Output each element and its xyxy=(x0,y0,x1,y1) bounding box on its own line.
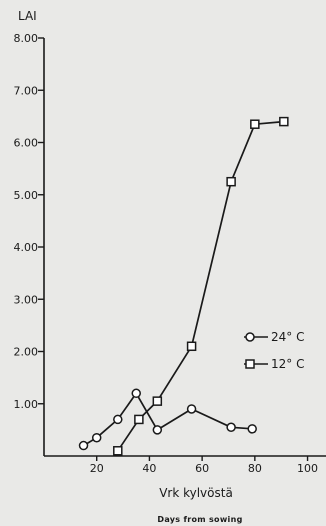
x-axis-title: Vrk kylvöstä xyxy=(159,486,233,500)
data-point-circle xyxy=(113,414,123,425)
x-tick-label: 60 xyxy=(195,462,209,475)
legend-marker-circle-icon xyxy=(245,332,255,342)
data-point-circle xyxy=(152,425,163,435)
legend-marker-square-icon xyxy=(245,359,255,369)
y-tick-label: 5.00 xyxy=(14,189,39,202)
y-tick-label: 4.00 xyxy=(14,241,39,254)
x-tick-label: 20 xyxy=(90,462,104,475)
data-point-circle xyxy=(78,440,89,451)
legend-label-24c: 24° C xyxy=(271,330,304,344)
x-axis-subtitle: Days from sowing xyxy=(157,515,242,524)
data-point-circle xyxy=(247,424,257,434)
legend-item-12c: 12° C xyxy=(244,357,304,371)
x-ticks: 20 40 60 80 100 xyxy=(90,456,318,475)
series-line-0 xyxy=(83,392,253,447)
legend-label-12c: 12° C xyxy=(271,357,304,371)
x-tick-label: 80 xyxy=(248,462,262,475)
y-tick-label: 8.00 xyxy=(14,32,39,45)
legend: 24° C 12° C xyxy=(244,330,304,371)
y-axis-title: LAI xyxy=(18,9,37,23)
data-point-square xyxy=(279,116,289,127)
x-tick-label: 100 xyxy=(297,462,318,475)
y-tick-label: 6.00 xyxy=(14,137,39,150)
data-point-circle xyxy=(186,404,197,414)
x-tick-label: 40 xyxy=(142,462,156,475)
data-point-circle xyxy=(131,388,141,399)
y-ticks: 1.00 2.00 3.00 4.00 5.00 6.00 7.00 8.00 xyxy=(14,32,44,411)
data-point-square xyxy=(134,414,144,425)
data-point-square xyxy=(152,396,163,406)
legend-item-24c: 24° C xyxy=(244,330,304,344)
data-point-circle xyxy=(226,422,236,433)
data-point-square xyxy=(113,446,123,456)
y-tick-label: 2.00 xyxy=(14,346,39,359)
data-point-square xyxy=(226,176,236,187)
data-point-square xyxy=(186,341,197,352)
data-point-square xyxy=(250,119,260,129)
series-line-1 xyxy=(117,120,284,452)
series-layer xyxy=(78,116,289,456)
y-tick-label: 7.00 xyxy=(14,84,39,97)
data-point-circle xyxy=(91,432,102,443)
y-tick-label: 3.00 xyxy=(14,293,39,306)
y-tick-label: 1.00 xyxy=(14,398,39,411)
